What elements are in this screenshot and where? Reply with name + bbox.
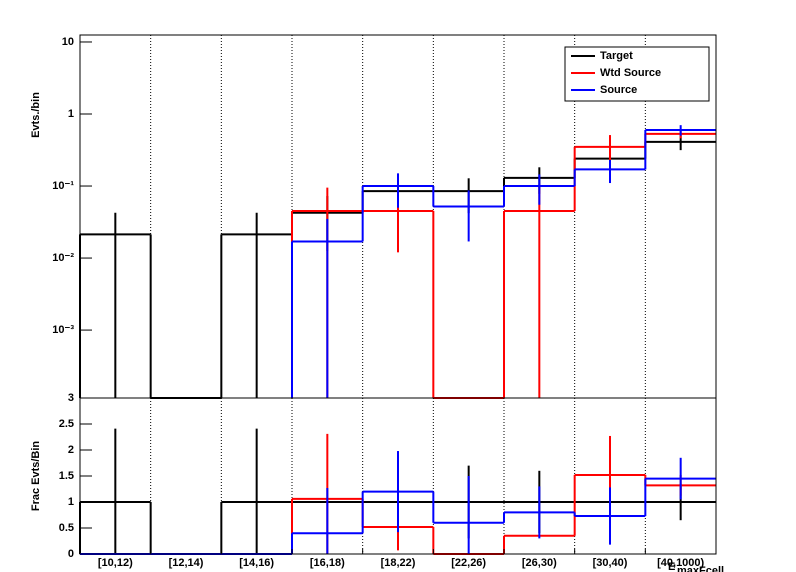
- y-tick-label: 1: [68, 496, 74, 508]
- frame: [79, 397, 717, 555]
- x-tick-label: [22,26): [451, 557, 486, 569]
- y-tick-label: 10⁻³: [52, 324, 74, 336]
- x-tick-label: [40,1000): [657, 557, 704, 569]
- x-axis-label-sub: maxFcell: [677, 565, 724, 572]
- y-axis-label: Evts./bin: [30, 92, 42, 138]
- x-tick-label: [18,22): [381, 557, 416, 569]
- legend-label: Target: [600, 50, 633, 62]
- y-tick-label: 10⁻²: [52, 252, 74, 264]
- y-axis-label: Frac Evts/Bin: [30, 441, 42, 512]
- y-tick-label: 1: [68, 108, 74, 120]
- y-tick-label: 10: [62, 36, 74, 48]
- y-tick-label: 10⁻¹: [52, 180, 74, 192]
- x-tick-label: [14,16): [239, 557, 274, 569]
- y-tick-label: 2: [68, 444, 74, 456]
- y-tick-label: 3: [68, 392, 74, 404]
- x-tick-label: [16,18): [310, 557, 345, 569]
- x-tick-label: [26,30): [522, 557, 557, 569]
- x-axis-label: E: [668, 561, 675, 572]
- y-tick-label: 2.5: [59, 418, 74, 430]
- legend-label: Wtd Source: [600, 67, 661, 79]
- y-tick-label: 1.5: [59, 470, 74, 482]
- y-tick-label: 0: [68, 548, 74, 560]
- y-tick-label: 0.5: [59, 522, 74, 534]
- legend-label: Source: [600, 84, 637, 96]
- x-tick-label: [30,40): [593, 557, 628, 569]
- x-tick-label: [10,12): [98, 557, 133, 569]
- x-tick-label: [12,14): [169, 557, 204, 569]
